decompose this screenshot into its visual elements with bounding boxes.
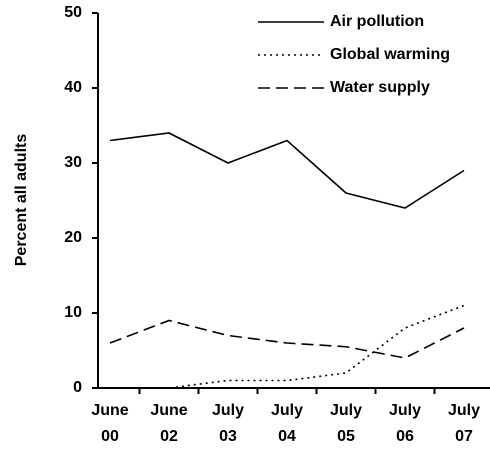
y-tick-label: 40: [64, 79, 82, 96]
legend-label: Water supply: [330, 79, 430, 96]
legend-label: Air pollution: [330, 13, 424, 30]
y-tick-label: 10: [64, 304, 82, 321]
legend-label: Global warming: [330, 46, 450, 63]
x-tick-label: July 03: [211, 402, 244, 445]
x-tick-label: July 04: [270, 402, 303, 445]
x-tick-label: July 05: [329, 402, 362, 445]
series-line: [109, 319, 465, 359]
y-axis-title: Percent all adults: [13, 134, 30, 267]
y-tick-label: 20: [64, 229, 82, 246]
series-line: [109, 132, 465, 209]
x-tick-label: June 00: [91, 402, 129, 445]
y-tick-label: 50: [64, 4, 82, 21]
x-tick-label: June 02: [150, 402, 188, 445]
x-tick-label: July 06: [388, 402, 421, 445]
x-tick-label: July 07: [447, 402, 480, 445]
series-line: [110, 304, 465, 389]
y-tick-label: 30: [64, 154, 82, 171]
y-tick-label: 0: [73, 379, 82, 396]
